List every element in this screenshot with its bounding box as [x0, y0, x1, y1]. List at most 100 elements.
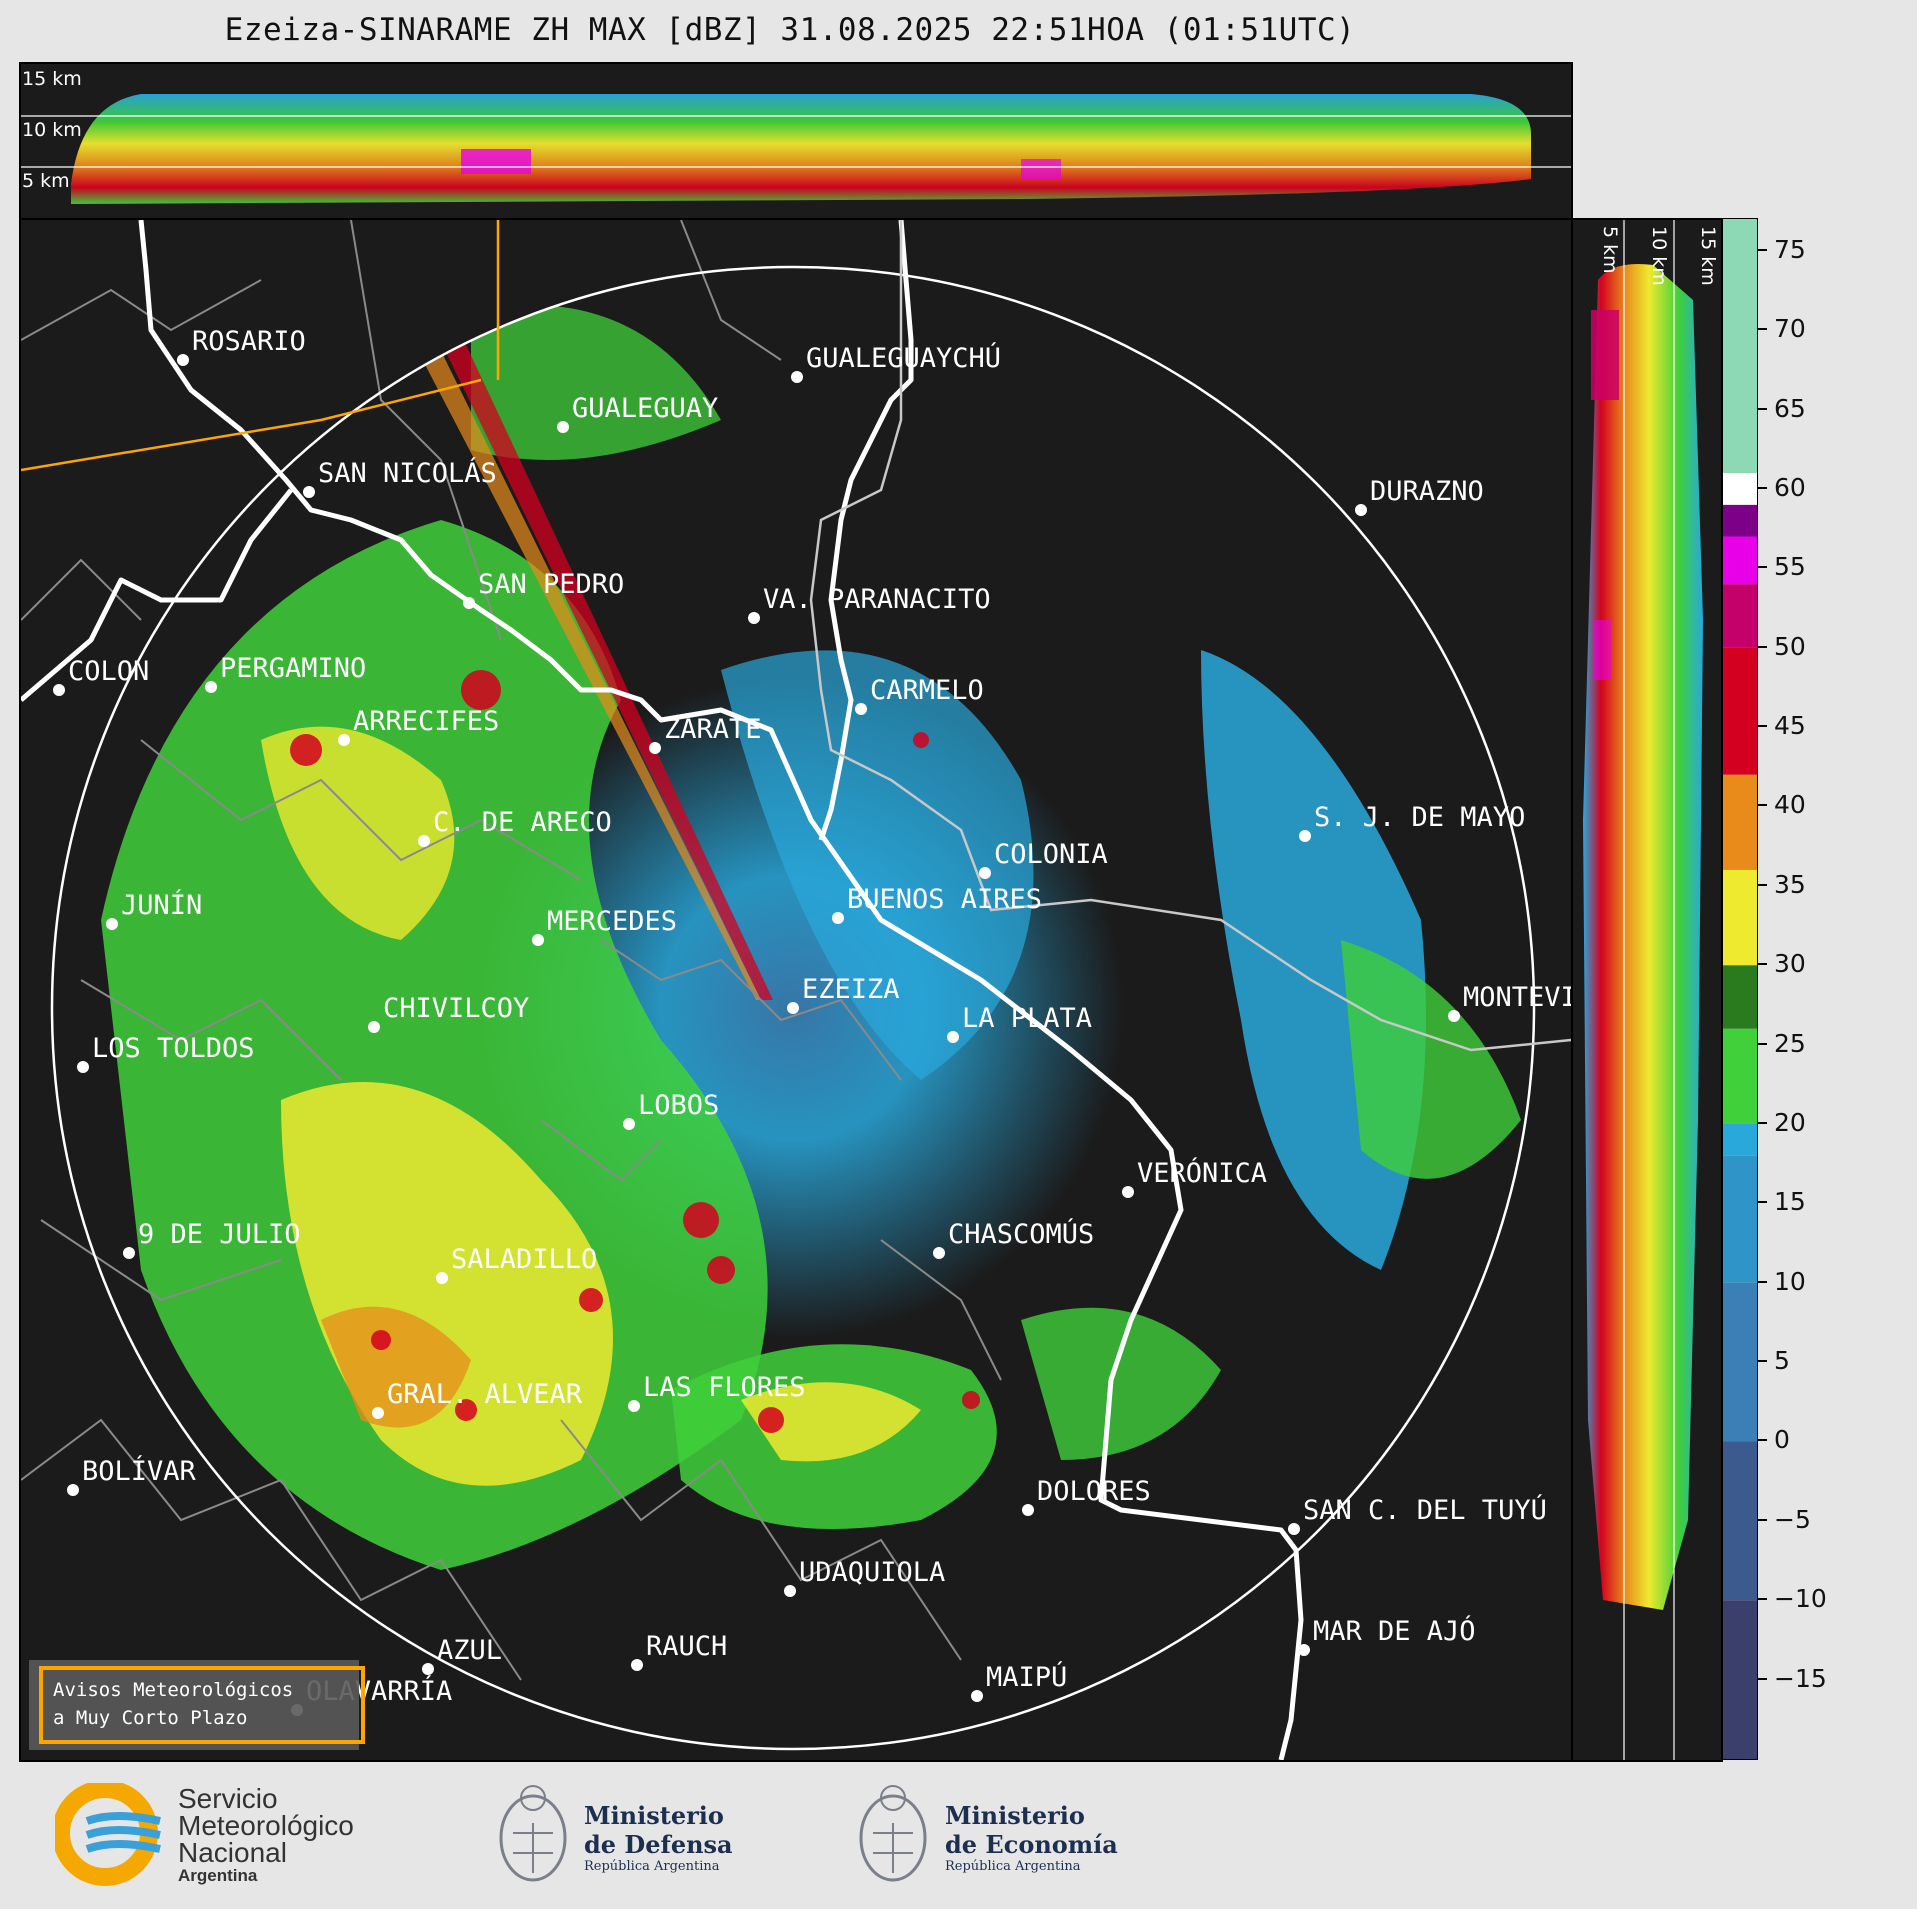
city-marker: [832, 912, 844, 924]
city-label: SAN PEDRO: [478, 569, 624, 600]
colorbar-tick-label: 25: [1774, 1028, 1806, 1058]
notice-line-1: Avisos Meteorológicos: [53, 1679, 293, 1701]
city-marker: [77, 1061, 89, 1073]
city-mar-de-ajó: MAR DE AJÓ: [1298, 1615, 1476, 1656]
colorbar-tick-label: 60: [1774, 472, 1806, 502]
city-label: DURAZNO: [1370, 476, 1484, 507]
city-marker: [106, 918, 118, 930]
colorbar-tick-label: 10: [1774, 1266, 1806, 1296]
city-label: VERÓNICA: [1137, 1157, 1267, 1189]
side-cross-section-image: [1583, 220, 1703, 1760]
city-label: DOLORES: [1037, 1476, 1151, 1507]
city-marker: [123, 1247, 135, 1259]
city-label: AZUL: [437, 1635, 502, 1666]
city-labels: ROSARIO GUALEGUAYCHÚ GUALEGUAY SAN NICOLÁS D…: [53, 326, 1571, 1716]
city-label: C. DE ARECO: [433, 807, 612, 838]
city-label: CARMELO: [870, 675, 984, 706]
city-label: S. J. DE MAYO: [1314, 802, 1525, 833]
city-udaquiola: UDAQUIOLA: [784, 1557, 945, 1597]
reflectivity-echoes: [101, 270, 1521, 1570]
coastlines-rivers: [21, 220, 1304, 1760]
notice-line-2: a Muy Corto Plazo: [53, 1707, 247, 1729]
city-montevideo: MONTEVIDEO: [1448, 982, 1571, 1022]
city-9-de-julio: 9 DE JULIO: [123, 1219, 301, 1259]
height-label-15km: 15 km: [22, 68, 82, 90]
smn-logo-line-2: Meteorológico: [178, 1810, 354, 1841]
economia-seal-icon: [859, 1785, 927, 1882]
city-buenos-aires: BUENOS AIRES: [832, 884, 1042, 924]
colorbar-tick-label: 55: [1774, 552, 1806, 582]
city-marker: [784, 1585, 796, 1597]
colorbar-band: [1723, 1600, 1757, 1759]
borders: [809, 220, 1571, 1052]
footer-logos: Servicio Meteorológico Nacional Argentin…: [0, 1765, 1200, 1909]
colorbar-tick-label: 50: [1774, 631, 1806, 661]
colorbar-tick-label: 5: [1774, 1346, 1790, 1376]
city-label: MONTEVIDEO: [1463, 982, 1571, 1013]
colorbar-band: [1723, 1028, 1757, 1124]
defensa-line-1: Ministerio: [584, 1801, 724, 1830]
colorbar-band: [1723, 504, 1757, 537]
city-label: EZEIZA: [802, 974, 900, 1005]
city-saladillo: SALADILLO: [436, 1244, 597, 1284]
side-height-label-15km: 15 km: [1697, 226, 1719, 286]
city-label: ARRECIFES: [353, 706, 499, 737]
city-marker: [1022, 1504, 1034, 1516]
notice-box[interactable]: Avisos Meteorológicos a Muy Corto Plazo: [29, 1660, 365, 1750]
colorbar-tick-label: 20: [1774, 1107, 1806, 1137]
city-marker: [979, 867, 991, 879]
city-rosario: ROSARIO: [177, 326, 306, 366]
city-label: VA. PARANACITO: [763, 584, 991, 615]
city-label: SAN C. DEL TUYÚ: [1303, 1494, 1547, 1526]
colorbar-band: [1723, 584, 1757, 648]
city-label: GRAL. ALVEAR: [387, 1379, 583, 1410]
colorbar-tick-label: 75: [1774, 234, 1806, 264]
city-marker: [791, 371, 803, 383]
city-marker: [53, 684, 65, 696]
city-bolívar: BOLÍVAR: [67, 1455, 197, 1496]
city-marker: [1288, 1523, 1300, 1535]
city-san-pedro: SAN PEDRO: [463, 569, 624, 609]
city-label: MERCEDES: [547, 906, 677, 937]
city-san-c-del-tuyú: SAN C. DEL TUYÚ: [1288, 1494, 1547, 1535]
side-height-label-10km: 10 km: [1648, 226, 1670, 286]
city-label: SALADILLO: [451, 1244, 597, 1275]
economia-line-2: de Economía: [945, 1830, 1118, 1859]
smn-logo-icon: [55, 1783, 161, 1886]
city-maipú: MAIPÚ: [971, 1661, 1067, 1702]
height-label-5km: 5 km: [22, 170, 70, 192]
city-marker: [422, 1663, 434, 1675]
colorbar-band: [1723, 1155, 1757, 1283]
city-gral-alvear: GRAL. ALVEAR: [372, 1379, 583, 1419]
radar-map-svg: ROSARIO GUALEGUAYCHÚ GUALEGUAY SAN NICOLÁS D…: [21, 220, 1571, 1760]
city-label: LAS FLORES: [643, 1372, 806, 1403]
city-marker: [368, 1021, 380, 1033]
city-chascomús: CHASCOMÚS: [933, 1218, 1094, 1259]
city-durazno: DURAZNO: [1355, 476, 1484, 516]
city-c-de-areco: C. DE ARECO: [418, 807, 612, 847]
city-label: SAN NICOLÁS: [318, 457, 497, 489]
city-marker: [947, 1031, 959, 1043]
city-marker: [631, 1659, 643, 1671]
city-label: BOLÍVAR: [82, 1455, 197, 1487]
city-marker: [1122, 1186, 1134, 1198]
city-label: JUNÍN: [121, 889, 202, 921]
city-azul: AZUL: [422, 1635, 502, 1675]
colorbar-tick-label: −15: [1774, 1663, 1827, 1693]
city-marker: [623, 1118, 635, 1130]
city-marker: [418, 835, 430, 847]
city-marker: [933, 1247, 945, 1259]
city-marker: [205, 681, 217, 693]
city-los-toldos: LOS TOLDOS: [77, 1033, 255, 1073]
city-marker: [436, 1272, 448, 1284]
city-rauch: RAUCH: [631, 1631, 727, 1671]
city-marker: [649, 742, 661, 754]
city-label: LOS TOLDOS: [92, 1033, 255, 1064]
city-colonia: COLONIA: [979, 839, 1108, 879]
colorbar-tick-label: 15: [1774, 1187, 1806, 1217]
city-label: CHASCOMÚS: [948, 1218, 1094, 1250]
city-marker: [177, 354, 189, 366]
colorbar-tick-label: 70: [1774, 314, 1806, 344]
colorbar-band: [1723, 219, 1757, 474]
city-junín: JUNÍN: [106, 889, 202, 930]
